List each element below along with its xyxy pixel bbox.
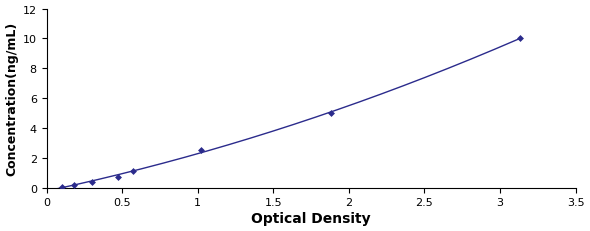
X-axis label: Optical Density: Optical Density [251,212,371,225]
Y-axis label: Concentration(ng/mL): Concentration(ng/mL) [5,22,18,175]
